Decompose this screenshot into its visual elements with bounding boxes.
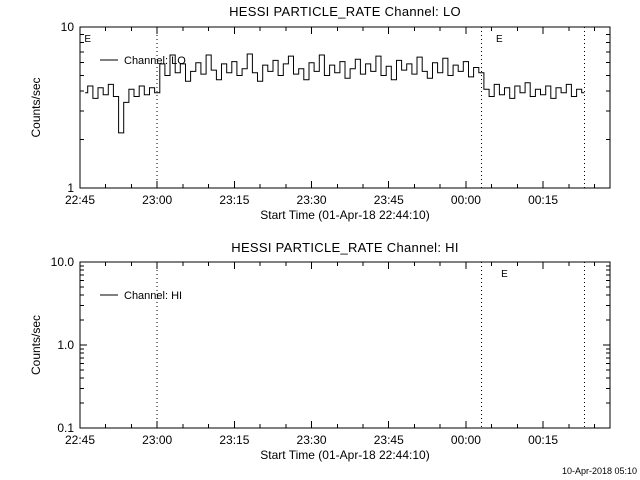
eclipse-flag-label: E bbox=[84, 34, 91, 45]
x-axis-title: Start Time (01-Apr-18 22:44:10) bbox=[260, 448, 429, 462]
plot-frame bbox=[79, 26, 611, 189]
eclipse-flag-label: E bbox=[496, 34, 503, 45]
series-line bbox=[85, 53, 585, 134]
x-tick-label: 23:15 bbox=[219, 433, 249, 447]
y-axis-title: Counts/sec bbox=[29, 315, 43, 375]
y-tick-label: 0.1 bbox=[57, 421, 74, 435]
eclipse-flag-label: E bbox=[501, 269, 508, 280]
legend-label: Channel: HI bbox=[124, 290, 182, 302]
x-tick-label: 23:45 bbox=[374, 433, 404, 447]
legend-label: Channel: LO bbox=[124, 55, 186, 67]
x-tick-label: 23:00 bbox=[142, 433, 172, 447]
panel-title: HESSI PARTICLE_RATE Channel: HI bbox=[231, 240, 459, 255]
y-tick-label: 10.0 bbox=[51, 255, 75, 269]
x-tick-label: 00:15 bbox=[528, 193, 558, 207]
y-tick-label: 1.0 bbox=[57, 338, 74, 352]
x-tick-label: 23:15 bbox=[219, 193, 249, 207]
x-tick-label: 22:45 bbox=[65, 433, 95, 447]
x-tick-label: 23:00 bbox=[142, 193, 172, 207]
y-axis-title: Counts/sec bbox=[29, 77, 43, 137]
x-tick-label: 23:30 bbox=[297, 193, 327, 207]
x-tick-label: 23:30 bbox=[297, 433, 327, 447]
x-tick-label: 00:00 bbox=[451, 193, 481, 207]
plot-timestamp: 10-Apr-2018 05:10 bbox=[561, 466, 637, 476]
x-axis-title: Start Time (01-Apr-18 22:44:10) bbox=[260, 208, 429, 222]
panel-hi: 22:45 23:00 23:15 23:30 23:45 00:00 00:15 0.1 1.… bbox=[29, 240, 611, 462]
panel-title: HESSI PARTICLE_RATE Channel: LO bbox=[229, 4, 461, 19]
x-tick-label: 22:45 bbox=[65, 193, 95, 207]
x-tick-label: 00:00 bbox=[451, 433, 481, 447]
x-tick-label: 23:45 bbox=[374, 193, 404, 207]
axes-ticks bbox=[79, 261, 610, 429]
y-tick-label: 1 bbox=[67, 181, 74, 195]
x-tick-label: 00:15 bbox=[528, 433, 558, 447]
panel-lo: 22:45 23:00 23:15 23:30 23:45 00:00 00:15 1 10 E E… bbox=[29, 4, 611, 222]
axes-ticks bbox=[79, 26, 610, 189]
plot-frame bbox=[79, 261, 611, 429]
y-tick-label: 10 bbox=[61, 20, 75, 34]
